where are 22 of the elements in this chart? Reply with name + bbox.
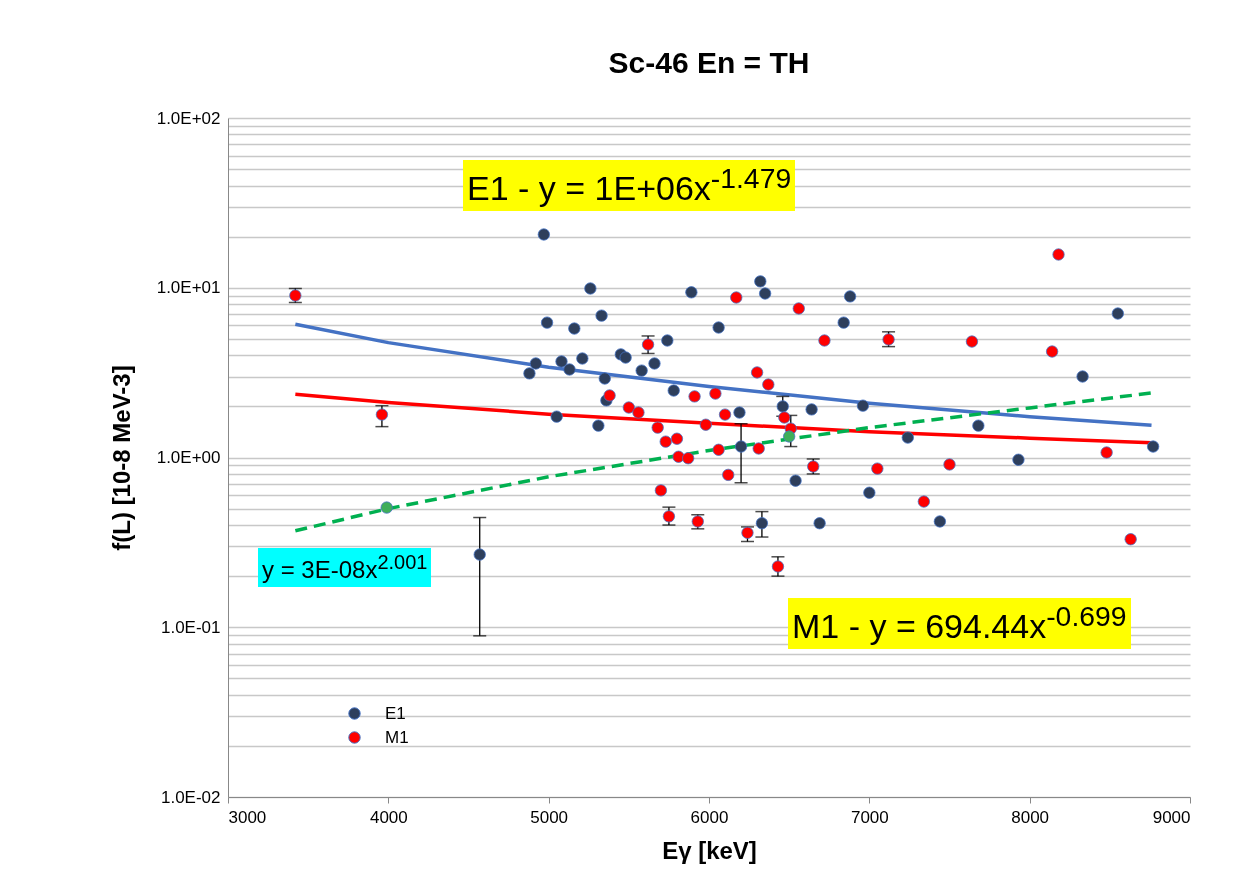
x-axis-title: Eγ [keV] — [662, 836, 757, 864]
y-tick-label: 1.0E-01 — [160, 617, 221, 637]
legend-label: M1 — [385, 727, 409, 747]
x-tick-label: 9000 — [1152, 807, 1191, 827]
x-tick-label: 3000 — [228, 807, 267, 827]
line-series — [293, 391, 1154, 533]
y-tick-label: 1.0E+02 — [156, 108, 221, 128]
x-tick-label: 4000 — [369, 807, 408, 827]
legend-label: E1 — [385, 703, 406, 723]
chart-title: Sc-46 En = TH — [608, 46, 810, 79]
annotation: E1 - y = 1E+06x$^{-1.479}$ — [463, 160, 796, 212]
x-tick-label: 7000 — [850, 807, 889, 827]
x-tick-label: 8000 — [1011, 807, 1050, 827]
y-axis-title: f(L) [10-8 MeV-3] — [107, 365, 135, 551]
y-tick-label: 1.0E-02 — [160, 787, 221, 807]
annotation: M1 - y = 694.44x$^{-0.699}$ — [788, 598, 1131, 650]
y-tick-label: 1.0E+00 — [156, 448, 221, 467]
annotation: y = 3E-08x$^{2.001}$ — [258, 548, 432, 587]
line-series — [293, 322, 1154, 427]
x-tick-label: 6000 — [690, 807, 729, 827]
y-tick-label: 1.0E+01 — [156, 278, 221, 298]
x-tick-label: 5000 — [530, 807, 569, 827]
